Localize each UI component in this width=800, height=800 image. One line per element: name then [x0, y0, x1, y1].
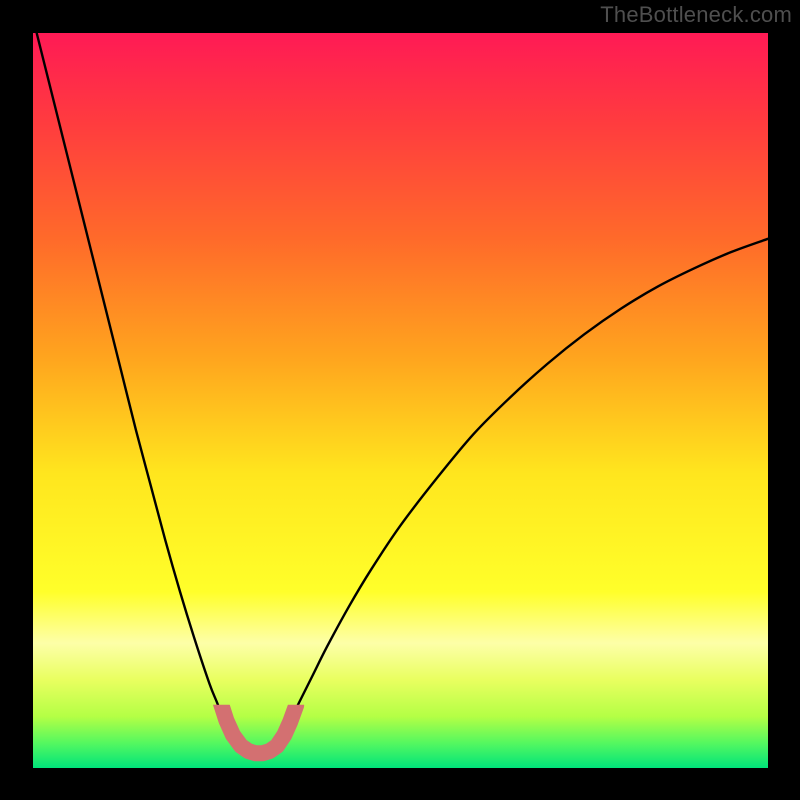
plot-area: [33, 33, 768, 768]
watermark-text: TheBottleneck.com: [600, 2, 792, 28]
valley-highlight: [33, 33, 768, 768]
